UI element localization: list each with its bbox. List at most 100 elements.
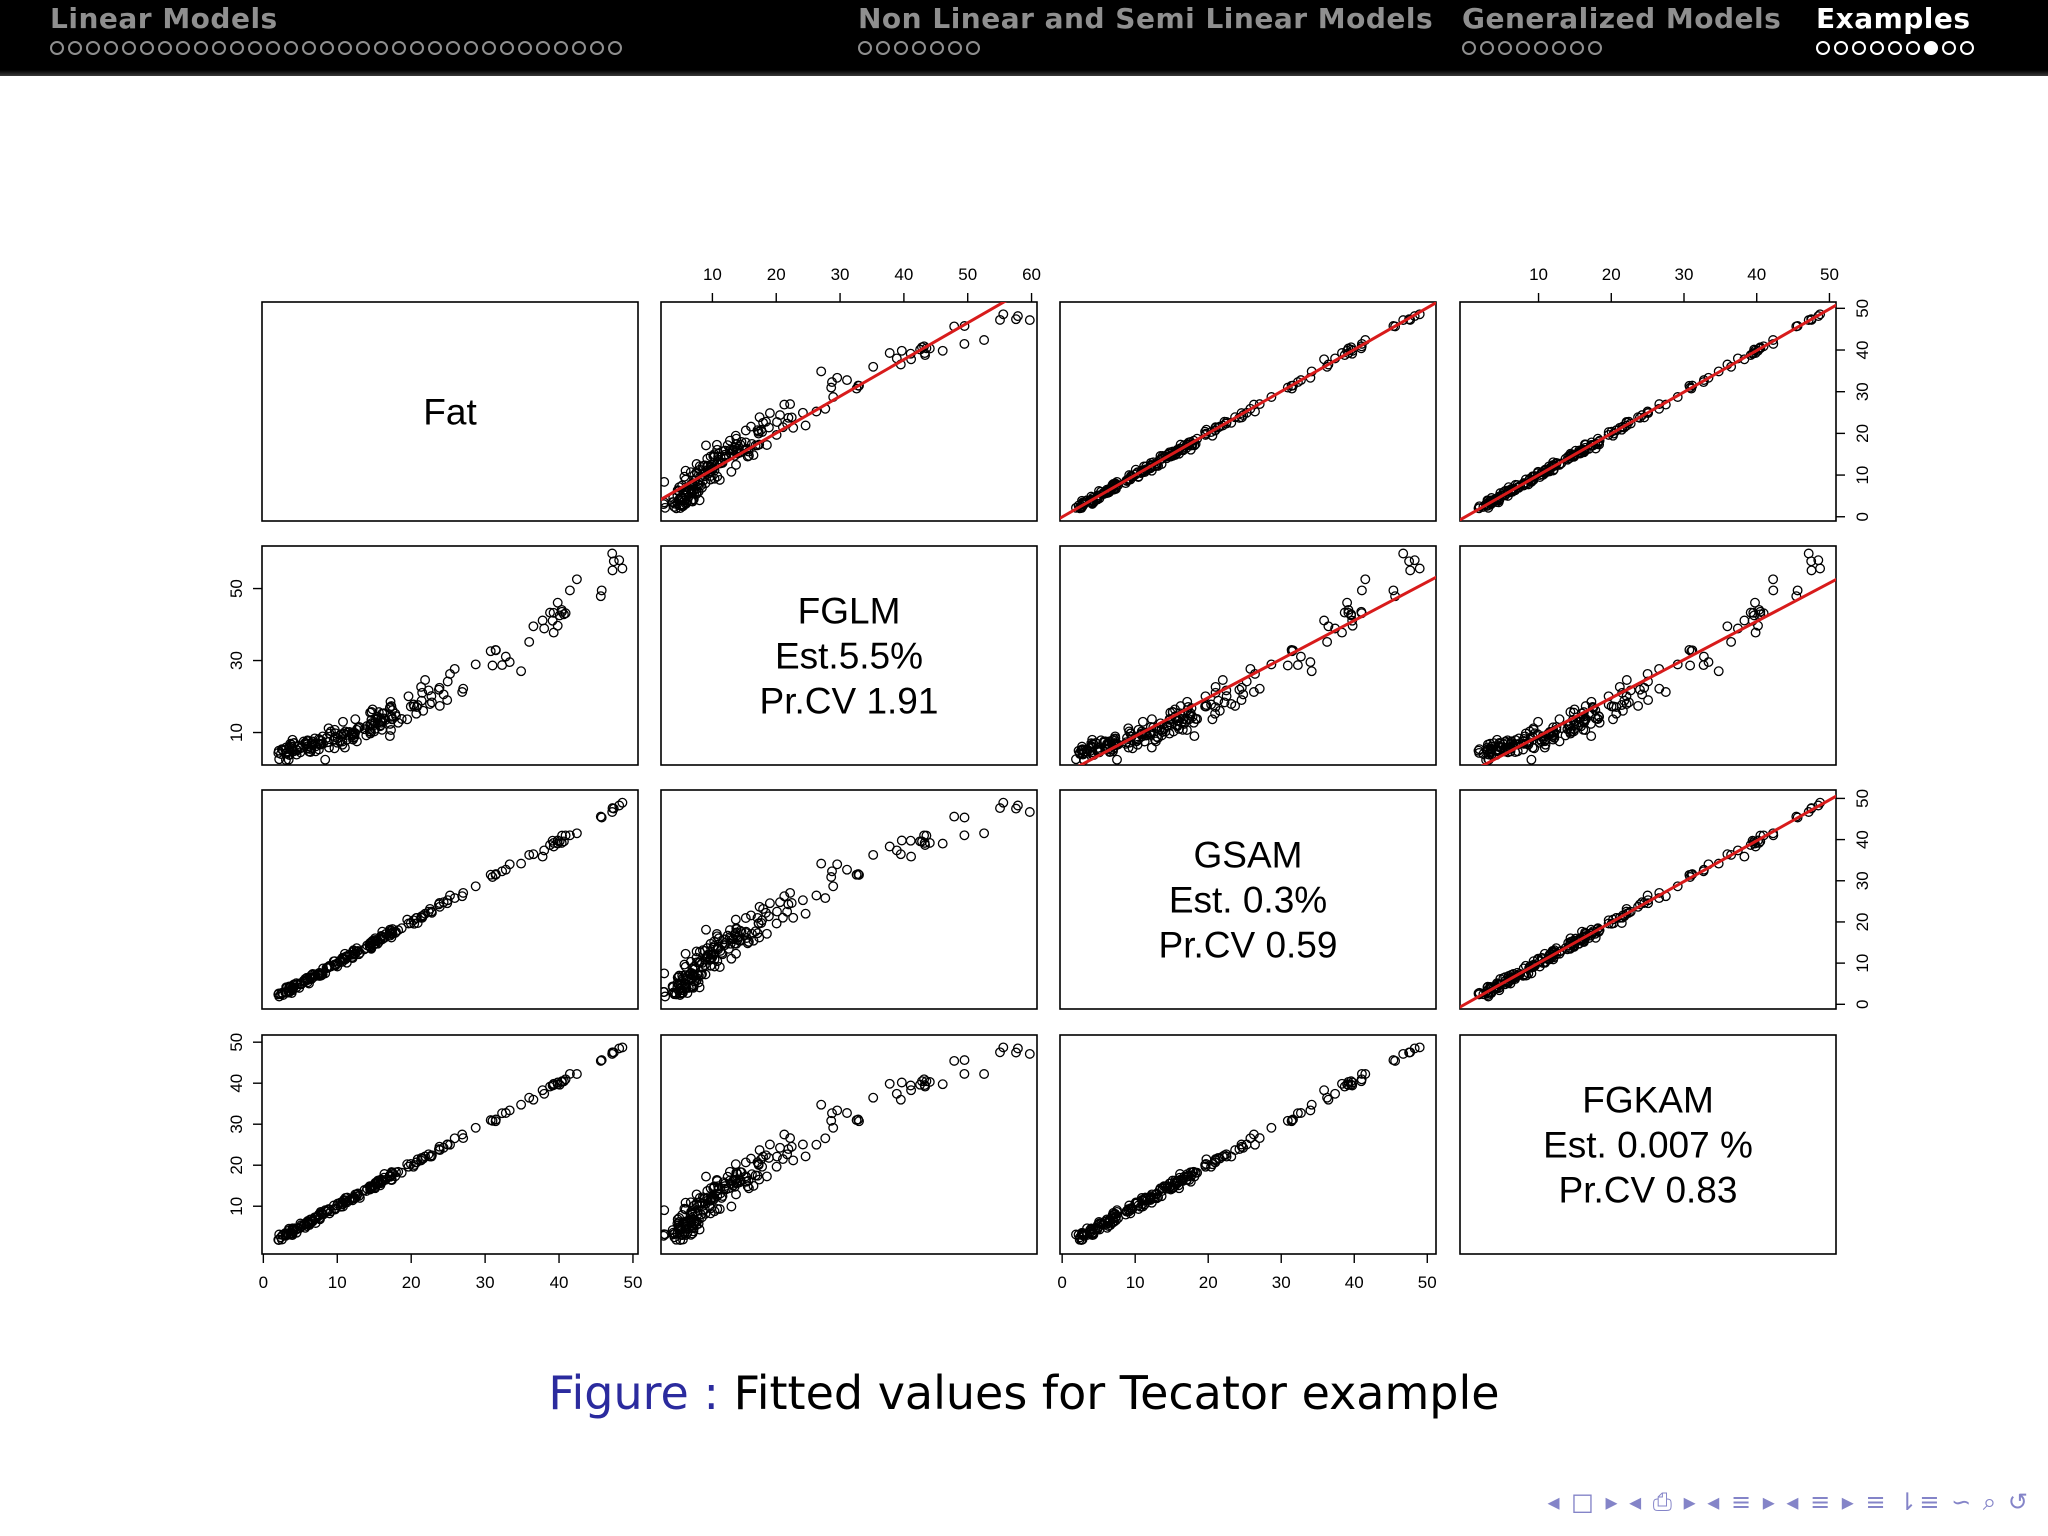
slide-dot[interactable] <box>858 41 872 55</box>
slide-dot[interactable] <box>104 41 118 55</box>
tick-label: 60 <box>1022 265 1041 284</box>
beamer-navigation-controls[interactable]: ◂ □ ▸ ◂ ⎙ ▸ ◂ ≡ ▸ ◂ ≡ ▸ ≡ ⇂≡ ∽ ⌕ ↺ <box>1547 1488 2030 1516</box>
slide-dot[interactable] <box>608 41 622 55</box>
data-point <box>906 1085 917 1096</box>
slide-dot[interactable] <box>392 41 406 55</box>
data-point <box>445 1139 455 1150</box>
data-point <box>1142 1195 1153 1206</box>
slide-dot[interactable] <box>338 41 352 55</box>
slide-dot[interactable] <box>302 41 316 55</box>
slide-dot[interactable] <box>948 41 962 55</box>
slide-dot[interactable] <box>1552 41 1566 55</box>
slide-dot[interactable] <box>374 41 388 55</box>
slide-dot[interactable] <box>590 41 604 55</box>
data-point <box>1322 1092 1333 1103</box>
data-point <box>743 1183 754 1194</box>
data-point <box>1323 1094 1334 1105</box>
data-point <box>408 1161 419 1172</box>
slide-dot[interactable] <box>50 41 64 55</box>
slide-dot[interactable] <box>1888 41 1902 55</box>
slide-dot[interactable] <box>876 41 890 55</box>
slide-dot[interactable] <box>1588 41 1602 55</box>
slide-dot[interactable] <box>500 41 514 55</box>
slide-dot[interactable] <box>1516 41 1530 55</box>
panel-frame <box>1459 789 1837 1010</box>
data-point <box>661 968 670 979</box>
slide-dot[interactable] <box>536 41 550 55</box>
slide-dot[interactable] <box>428 41 442 55</box>
slide-dot[interactable] <box>1462 41 1476 55</box>
slide-dot[interactable] <box>1960 41 1974 55</box>
data-point <box>678 1217 689 1228</box>
nav-section-1[interactable]: Non Linear and Semi Linear Models <box>858 2 1433 55</box>
data-point <box>728 933 739 944</box>
slide-dot[interactable] <box>894 41 908 55</box>
data-point <box>677 1230 687 1241</box>
slide-dot[interactable] <box>554 41 568 55</box>
data-point <box>1234 1144 1245 1155</box>
data-point <box>782 906 793 917</box>
slide-dot[interactable] <box>248 41 262 55</box>
data-point <box>690 1206 701 1217</box>
data-point <box>516 858 527 869</box>
nav-section-3[interactable]: Examples <box>1816 2 1978 55</box>
data-point <box>1236 1141 1247 1152</box>
slide-dot[interactable] <box>158 41 172 55</box>
data-point <box>937 345 948 356</box>
data-point <box>434 1141 445 1152</box>
slide-dot[interactable] <box>912 41 926 55</box>
slide-dot[interactable] <box>122 41 136 55</box>
slide-dot[interactable] <box>284 41 298 55</box>
slide-dot[interactable] <box>320 41 334 55</box>
data-point <box>1124 726 1135 737</box>
slide-dot[interactable] <box>176 41 190 55</box>
nav-section-0[interactable]: Linear Models <box>50 2 626 55</box>
nav-section-title[interactable]: Non Linear and Semi Linear Models <box>858 2 1434 35</box>
data-point <box>1086 1223 1097 1234</box>
slide-dot[interactable] <box>1906 41 1920 55</box>
slide-dot[interactable] <box>230 41 244 55</box>
nav-section-title[interactable]: Linear Models <box>50 2 278 35</box>
data-point <box>998 309 1009 320</box>
slide-dot[interactable] <box>966 41 980 55</box>
slide-dot[interactable] <box>68 41 82 55</box>
data-point <box>1388 1055 1399 1066</box>
data-point <box>995 803 1005 814</box>
slide-dot[interactable] <box>1870 41 1884 55</box>
slide-dot[interactable] <box>212 41 226 55</box>
slide-dot[interactable] <box>1480 41 1494 55</box>
slide-dot[interactable] <box>572 41 586 55</box>
nav-section-title[interactable]: Generalized Models <box>1462 2 1782 35</box>
fit-line <box>1460 794 1836 1009</box>
slide-dot[interactable] <box>446 41 460 55</box>
slide-dot[interactable] <box>410 41 424 55</box>
slide-dot[interactable] <box>86 41 100 55</box>
data-point <box>709 451 720 462</box>
slide-dot[interactable] <box>140 41 154 55</box>
slide-dot[interactable] <box>194 41 208 55</box>
slide-dot[interactable] <box>266 41 280 55</box>
data-point <box>1210 681 1221 692</box>
data-point <box>487 1115 498 1126</box>
slide-dot[interactable] <box>1498 41 1512 55</box>
slide-dot[interactable] <box>1534 41 1548 55</box>
data-point <box>786 412 797 423</box>
slide-dot[interactable] <box>356 41 370 55</box>
data-point <box>1813 555 1824 566</box>
nav-section-2[interactable]: Generalized Models <box>1462 2 1781 55</box>
nav-section-title[interactable]: Examples <box>1816 2 1971 35</box>
slide-dot[interactable] <box>1924 41 1938 55</box>
slide-dot[interactable] <box>1942 41 1956 55</box>
slide-dot[interactable] <box>1834 41 1848 55</box>
data-point <box>1698 660 1709 671</box>
slide-dot[interactable] <box>1816 41 1830 55</box>
slide-dot[interactable] <box>930 41 944 55</box>
data-point <box>1071 1229 1081 1240</box>
slide-dot[interactable] <box>482 41 496 55</box>
data-point <box>277 988 288 999</box>
slide-dot[interactable] <box>1852 41 1866 55</box>
data-point <box>748 935 759 946</box>
slide-dot[interactable] <box>518 41 532 55</box>
slide-dot[interactable] <box>464 41 478 55</box>
slide-dot[interactable] <box>1570 41 1584 55</box>
